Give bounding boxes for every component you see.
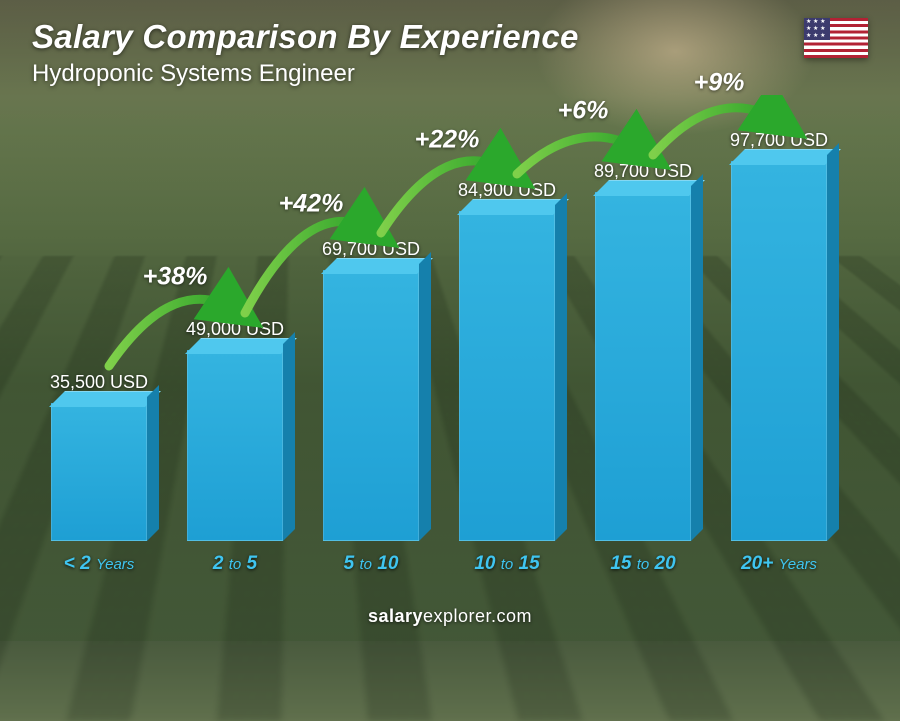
- bar-value-label: 97,700 USD: [730, 130, 828, 151]
- brand-light: explorer: [423, 606, 491, 626]
- bar-value-label: 49,000 USD: [186, 319, 284, 340]
- bar-side-face: [691, 174, 703, 541]
- bar-front-face: [595, 192, 691, 541]
- bar-value-label: 69,700 USD: [322, 239, 420, 260]
- brand-tld: .com: [491, 606, 532, 626]
- bar-category-label: 20+ Years: [741, 553, 817, 575]
- chart-title: Salary Comparison By Experience: [32, 18, 579, 56]
- bar-top-face: [49, 391, 161, 407]
- increase-pct-label: +38%: [143, 263, 208, 292]
- bar-front-face: [51, 403, 147, 541]
- bar: [731, 161, 827, 541]
- bar-top-face: [321, 258, 433, 274]
- bar-value-label: 35,500 USD: [50, 372, 148, 393]
- bar-side-face: [147, 385, 159, 541]
- bar-group: 89,700 USD 15 to 20: [582, 161, 704, 575]
- footer-brand: salaryexplorer.com: [0, 606, 900, 627]
- bar: [51, 403, 147, 541]
- bar-top-face: [729, 149, 841, 165]
- bar-category-label: 15 to 20: [610, 553, 675, 575]
- bar: [323, 270, 419, 541]
- increase-pct-label: +9%: [694, 68, 745, 97]
- bar-group: 69,700 USD 5 to 10: [310, 239, 432, 575]
- increase-pct-label: +22%: [415, 125, 480, 154]
- bar-top-face: [185, 338, 297, 354]
- bar-front-face: [731, 161, 827, 541]
- bar-group: 49,000 USD 2 to 5: [174, 319, 296, 575]
- increase-pct-label: +42%: [279, 190, 344, 219]
- bar-top-face: [593, 180, 705, 196]
- brand-bold: salary: [368, 606, 423, 626]
- bar-front-face: [323, 270, 419, 541]
- bar-category-label: 10 to 15: [474, 553, 539, 575]
- bar-front-face: [459, 211, 555, 541]
- increase-pct-label: +6%: [558, 96, 609, 125]
- bar-group: 84,900 USD 10 to 15: [446, 180, 568, 575]
- bar-chart: 35,500 USD < 2 Years 49,000 USD 2 to 5 69,70…: [38, 95, 840, 575]
- bar-side-face: [419, 252, 431, 541]
- bar-category-label: 5 to 10: [344, 553, 399, 575]
- bar-value-label: 84,900 USD: [458, 180, 556, 201]
- title-block: Salary Comparison By Experience Hydropon…: [32, 18, 579, 88]
- bar-side-face: [555, 193, 567, 541]
- bar-group: 97,700 USD 20+ Years: [718, 130, 840, 575]
- bar: [459, 211, 555, 541]
- bar-group: 35,500 USD < 2 Years: [38, 372, 160, 575]
- bar-top-face: [457, 199, 569, 215]
- bar-category-label: < 2 Years: [64, 553, 135, 575]
- bar-side-face: [827, 143, 839, 541]
- bar-front-face: [187, 350, 283, 541]
- bar-category-label: 2 to 5: [213, 553, 257, 575]
- bar-value-label: 89,700 USD: [594, 161, 692, 182]
- bar-side-face: [283, 332, 295, 541]
- bar: [595, 192, 691, 541]
- flag-icon: [804, 18, 868, 58]
- chart-subtitle: Hydroponic Systems Engineer: [32, 60, 579, 88]
- bar: [187, 350, 283, 541]
